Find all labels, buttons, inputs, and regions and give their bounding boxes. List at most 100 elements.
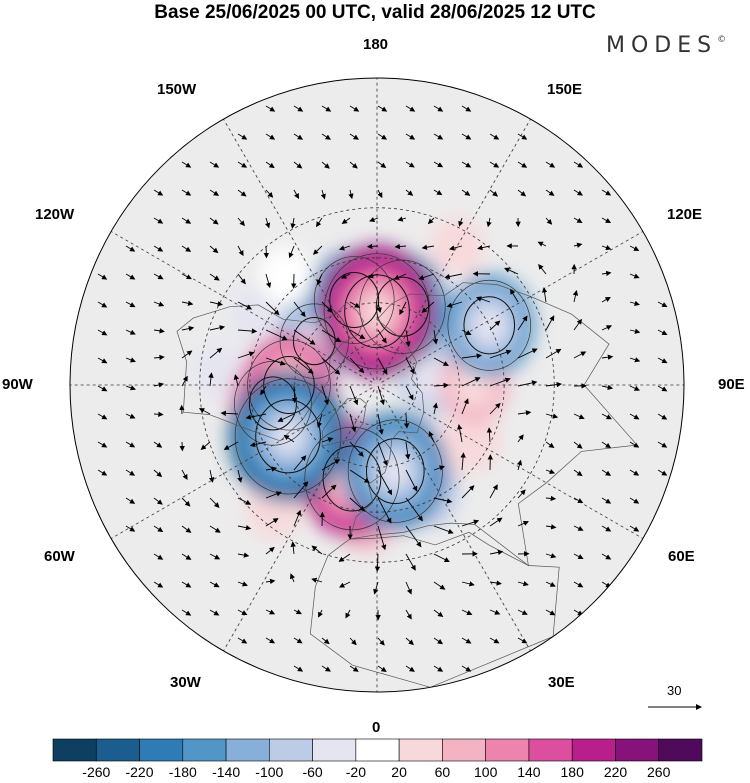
wind-arrow (373, 581, 379, 595)
wind-arrow (181, 581, 192, 588)
wind-arrow (153, 245, 164, 252)
wind-arrow (237, 328, 258, 334)
wind-arrow (432, 402, 438, 415)
wind-arrow (405, 329, 411, 347)
wind-arrow (318, 609, 323, 618)
wind-arrow (573, 553, 584, 560)
meridian-line (86, 217, 373, 383)
wind-arrow (209, 497, 220, 508)
wind-arrow (125, 357, 136, 363)
wind-arrow (545, 381, 562, 388)
wind-arrow (377, 161, 387, 169)
wind-arrow (265, 357, 286, 366)
wind-arrow (265, 466, 278, 472)
wind-arrow (405, 553, 416, 571)
wind-arrow (394, 243, 407, 250)
wind-arrow (153, 441, 163, 448)
wind-arrow (377, 469, 393, 496)
wind-arrow (265, 273, 272, 289)
wind-arrow (486, 427, 493, 443)
wind-arrow (545, 609, 556, 616)
wind-arrow (290, 217, 296, 229)
meridian-line (86, 387, 373, 553)
wind-arrow (601, 469, 612, 476)
wind-arrow (349, 357, 365, 374)
colorbar-swatch (52, 738, 97, 762)
wind-arrow (433, 525, 454, 534)
wind-arrow (223, 441, 239, 450)
wind-arrow (657, 413, 668, 420)
wind-arrow (125, 329, 136, 335)
wind-arrow (377, 665, 387, 673)
anomaly-contour (329, 271, 380, 328)
wind-arrow (405, 441, 411, 460)
anomaly-blob (259, 247, 311, 304)
wind-arrow (629, 525, 640, 532)
wind-arrow (349, 441, 364, 457)
wind-arrow (237, 351, 255, 359)
wind-arrow (125, 525, 136, 532)
anomaly-contour (247, 339, 331, 431)
wind-arrow (209, 245, 219, 254)
colorbar-swatch (139, 738, 184, 762)
wind-arrow (237, 609, 248, 616)
wind-arrow (321, 665, 331, 672)
wind-arrow (458, 217, 464, 227)
wind-arrow (377, 441, 388, 466)
colorbar-swatch (182, 738, 227, 762)
wind-arrow (657, 469, 668, 476)
anomaly-contour (447, 279, 532, 371)
wind-arrow (573, 441, 583, 449)
wind-arrow (265, 189, 274, 198)
wind-arrow (153, 553, 164, 560)
wind-arrow (517, 315, 528, 331)
wind-arrow (291, 385, 298, 404)
wind-arrow (489, 377, 511, 387)
wind-arrow (316, 217, 323, 228)
wind-arrow (516, 459, 523, 471)
wind-arrow (433, 609, 444, 618)
wind-arrow (377, 525, 387, 551)
wind-arrow (249, 441, 267, 448)
wind-arrow (657, 385, 668, 392)
colorbar-tick-label: 60 (434, 764, 451, 780)
wind-arrow (545, 468, 556, 475)
wind-arrow (209, 301, 223, 307)
wind-arrow (321, 459, 341, 471)
anomaly-contour (347, 419, 443, 523)
wind-arrow (537, 241, 547, 247)
wind-arrow (428, 430, 435, 443)
wind-arrow (601, 525, 612, 532)
wind-arrow (348, 189, 354, 200)
wind-arrow (293, 329, 316, 345)
wind-arrow (321, 133, 331, 140)
wind-arrow (293, 133, 304, 140)
wind-arrow (405, 609, 412, 620)
wind-arrow (97, 441, 108, 448)
wind-arrow (629, 413, 640, 420)
wind-arrow (209, 525, 221, 533)
colorbar-tick-label: 20 (391, 764, 407, 780)
colorbar-swatch (355, 738, 400, 762)
colorbar (52, 738, 703, 762)
wind-arrow (283, 434, 295, 443)
wind-arrow (601, 354, 614, 360)
wind-arrow (377, 497, 392, 524)
wind-arrow (489, 133, 500, 140)
page-title: Base 25/06/2025 00 UTC, valid 28/06/2025… (154, 2, 596, 23)
wind-arrow (237, 497, 252, 505)
wind-arrow (629, 441, 640, 448)
anomaly-contour (323, 253, 431, 370)
meridian-line (379, 389, 545, 676)
wind-arrow (449, 245, 463, 251)
wind-arrow (517, 580, 529, 587)
colorbar-tick-label: -20 (345, 764, 367, 780)
coastline (309, 531, 560, 688)
wind-arrow (265, 578, 276, 585)
wind-arrow (477, 245, 491, 251)
wind-arrow (153, 328, 165, 334)
wind-arrow (316, 413, 323, 428)
wind-arrow (321, 484, 337, 499)
wind-arrow (181, 469, 188, 480)
wind-arrow (433, 133, 444, 140)
